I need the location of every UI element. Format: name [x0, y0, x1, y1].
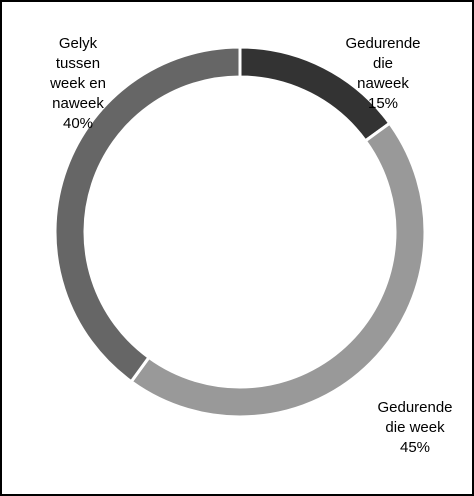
category-label: Gelyk tussen week en naweek [50, 35, 106, 112]
donut-segment [53, 45, 242, 384]
value-label: 15% [367, 95, 399, 112]
data-label: Gedurende die naweek 15% [345, 34, 420, 114]
value-label: 40% [62, 115, 94, 132]
data-label: Gedurende die week 45% [370, 398, 460, 458]
value-label: 45% [399, 439, 431, 456]
category-label: Gedurende die week [377, 399, 453, 436]
donut-segment [129, 121, 427, 419]
data-label: Gelyk tussen week en naweek 40% [46, 34, 111, 134]
category-label: Gedurende die naweek [345, 35, 421, 92]
